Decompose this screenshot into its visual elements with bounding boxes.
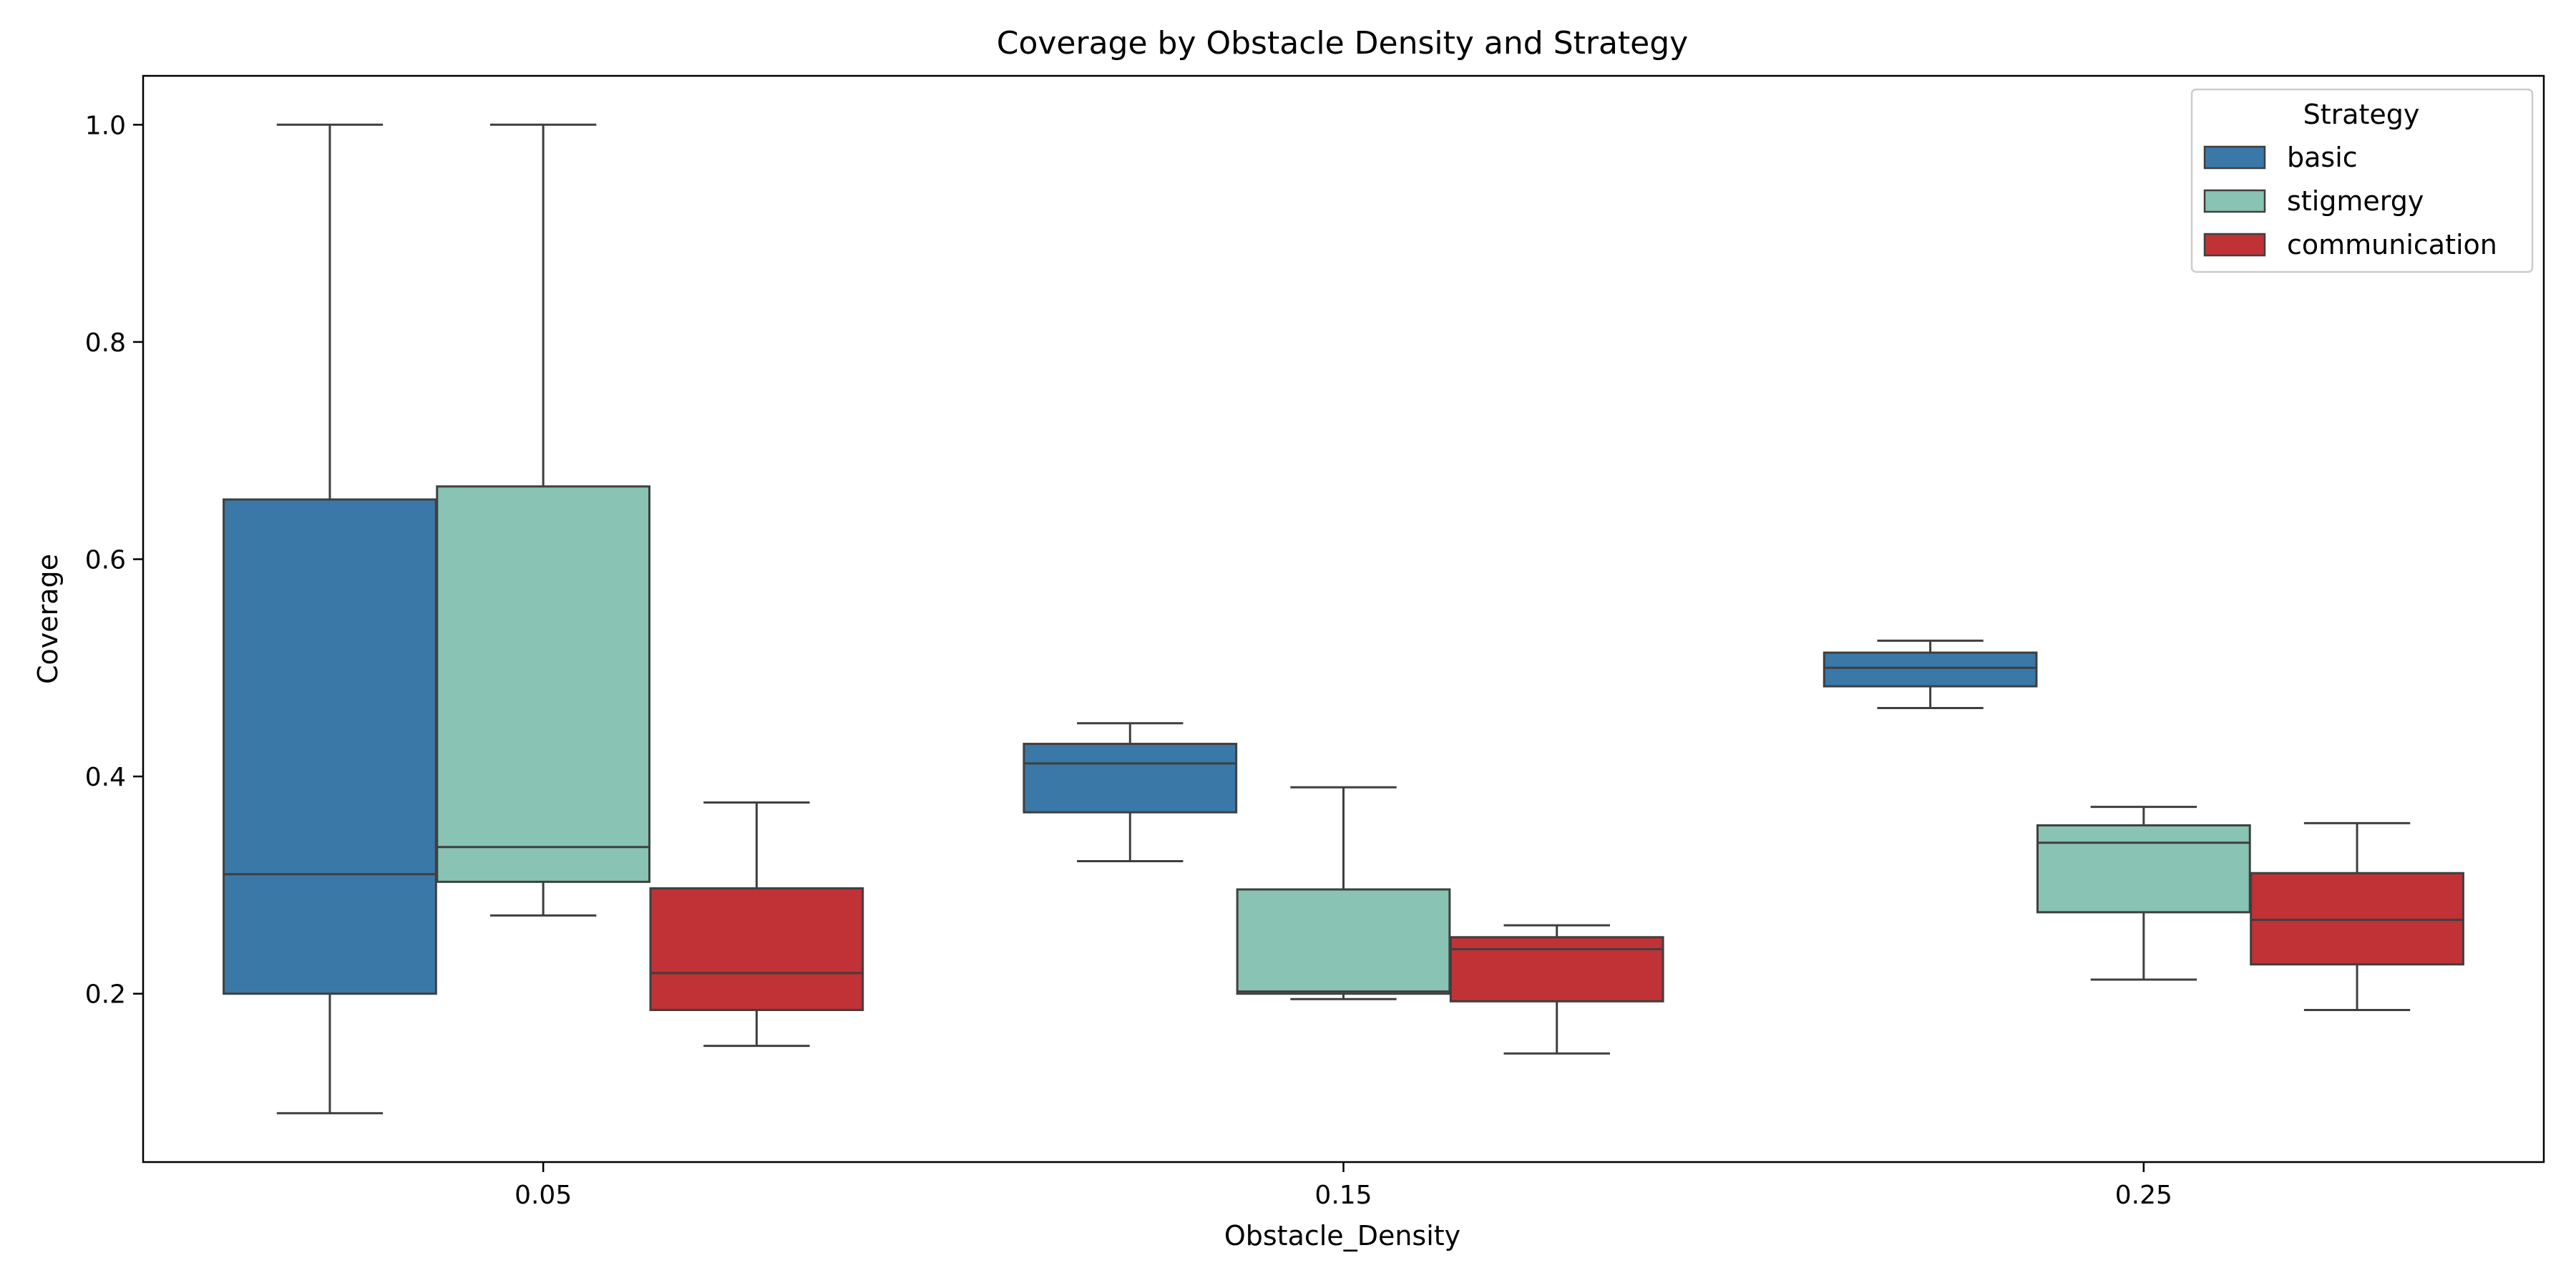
legend-label-communication: communication [2287,229,2497,260]
box-stigmergy-0.15 [1236,786,1451,1000]
legend: Strategy basic stigmergy communication [2190,88,2534,273]
legend-frame [2190,88,2534,273]
box-stigmergy-0.25 [2036,806,2251,981]
iqr-box [436,485,651,883]
y-axis-label: Coverage [32,554,64,684]
iqr-box [649,887,864,1011]
box-basic-0.05 [223,123,437,1115]
legend-items: basic stigmergy communication [2203,142,2497,260]
x-axis-label: Obstacle_Density [1224,1220,1460,1252]
legend-label-stigmergy: stigmergy [2287,185,2424,217]
y-tick-label: 1.0 [85,111,126,140]
iqr-box [2250,872,2464,966]
y-tick-label: 0.4 [85,763,126,792]
y-axis: 0.2 0.4 0.6 0.8 1.0 [85,111,143,1010]
legend-swatch-communication [2203,233,2266,257]
legend-swatch-basic [2203,145,2266,170]
iqr-box [2036,824,2251,914]
y-tick-label: 0.2 [85,980,126,1010]
iqr-box [1236,888,1451,995]
x-tick-label: 0.25 [2115,1181,2172,1210]
legend-title: Strategy [2303,99,2420,130]
iqr-box [1449,936,1664,1002]
box-stigmergy-0.05 [436,123,651,917]
chart-title: Coverage by Obstacle Density and Strateg… [997,25,1688,62]
y-tick-label: 0.6 [85,546,126,575]
iqr-box [1823,651,2038,688]
iqr-box [1023,743,1238,814]
box-communication-0.05 [649,801,864,1048]
legend-swatch-stigmergy [2203,189,2266,213]
iqr-box [223,498,437,995]
box-basic-0.25 [1823,639,2038,709]
box-basic-0.15 [1023,722,1238,863]
x-axis: 0.05 0.15 0.25 [514,1162,2172,1210]
y-tick-label: 0.8 [85,328,126,358]
legend-label-basic: basic [2287,142,2358,173]
box-groups [223,123,2464,1115]
plot-area [142,74,2545,1163]
box-communication-0.25 [2250,821,2464,1011]
x-tick-label: 0.05 [514,1181,572,1210]
box-communication-0.15 [1449,924,1664,1055]
x-tick-label: 0.15 [1314,1181,1372,1210]
